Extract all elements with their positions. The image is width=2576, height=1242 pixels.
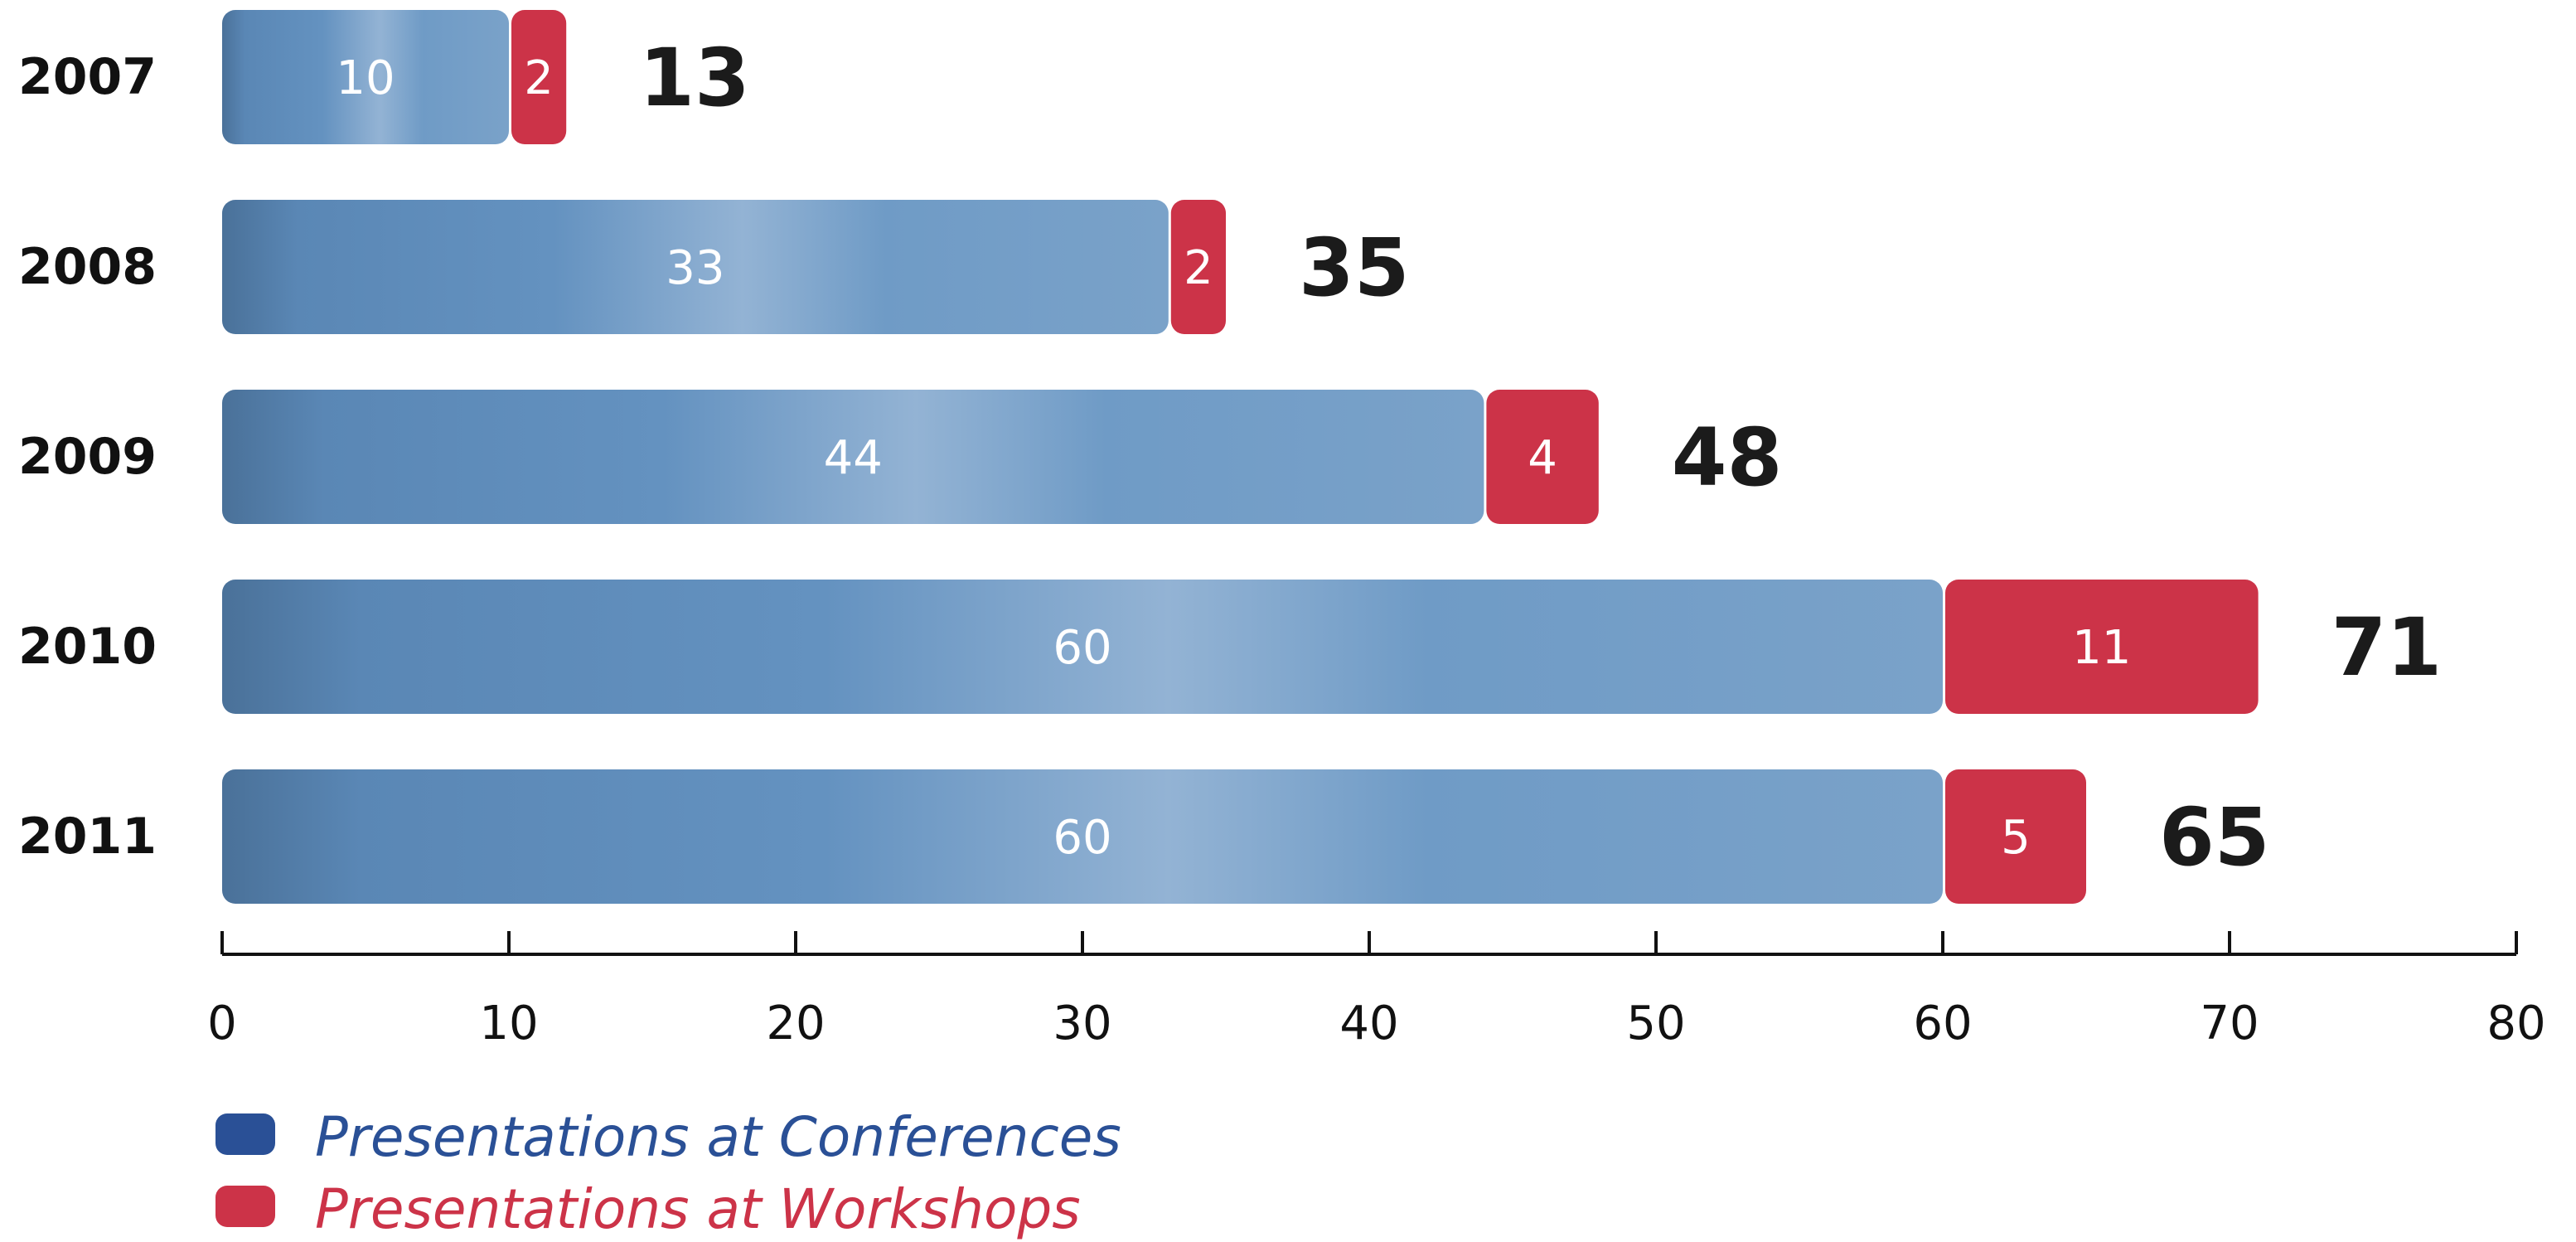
x-tick-label-50: 50: [1626, 997, 1685, 1050]
bar-segment-workshops-2009: [1486, 390, 1599, 524]
total-label-2009: 48: [1672, 411, 1783, 504]
category-label-2009: 2009: [18, 428, 157, 486]
data-label-conferences-2007: 10: [336, 51, 395, 105]
data-label-workshops-2010: 11: [2072, 621, 2131, 675]
total-label-2011: 65: [2159, 791, 2270, 884]
bar-segment-conferences-2010: [222, 580, 1943, 714]
legend: Presentations at Conferences Presentation…: [215, 1105, 1121, 1241]
data-label-conferences-2008: 33: [666, 241, 724, 295]
category-label-2010: 2010: [18, 618, 157, 676]
x-axis: 0 10 20 30 40 50 60 70 80: [207, 931, 2546, 1050]
legend-label-workshops: Presentations at Workshops: [315, 1177, 1081, 1241]
bar-segment-conferences-2008: [222, 200, 1169, 334]
bar-segment-workshops-2010: [1945, 580, 2259, 714]
bar-segment-conferences-2009: [222, 390, 1484, 524]
total-label-2007: 13: [639, 32, 750, 124]
bar-segment-workshops-2007: [511, 10, 567, 144]
x-tick-label-30: 30: [1053, 997, 1111, 1050]
x-tick-label-60: 60: [1913, 997, 1972, 1050]
total-label-2008: 35: [1299, 221, 1410, 314]
bar-segment-conferences-2011: [222, 769, 1943, 904]
legend-swatch-workshops: [215, 1186, 275, 1227]
bar-segment-workshops-2008: [1170, 200, 1226, 334]
total-label-2010: 71: [2331, 601, 2443, 694]
legend-swatch-conferences: [215, 1113, 275, 1155]
category-labels: 2007 2008 2009 2010 2011: [18, 48, 157, 866]
data-label-conferences-2011: 60: [1053, 811, 1111, 865]
data-label-conferences-2009: 44: [824, 431, 883, 485]
data-label-workshops-2011: 5: [2001, 811, 2031, 865]
category-label-2008: 2008: [18, 238, 157, 296]
data-label-workshops-2007: 2: [524, 51, 554, 105]
legend-label-conferences: Presentations at Conferences: [315, 1105, 1121, 1169]
category-label-2011: 2011: [18, 808, 157, 866]
bar-segment-conferences-2007: [222, 10, 509, 144]
x-tick-label-80: 80: [2486, 997, 2545, 1050]
data-label-conferences-2010: 60: [1053, 621, 1111, 675]
x-tick-label-40: 40: [1339, 997, 1398, 1050]
x-tick-label-70: 70: [2200, 997, 2259, 1050]
x-tick-label-10: 10: [479, 997, 538, 1050]
category-label-2007: 2007: [18, 48, 157, 106]
data-label-workshops-2009: 4: [1528, 431, 1557, 485]
bar-segment-workshops-2011: [1945, 769, 2086, 904]
data-label-workshops-2008: 2: [1184, 241, 1213, 295]
x-tick-label-0: 0: [207, 997, 237, 1050]
x-tick-label-20: 20: [766, 997, 825, 1050]
